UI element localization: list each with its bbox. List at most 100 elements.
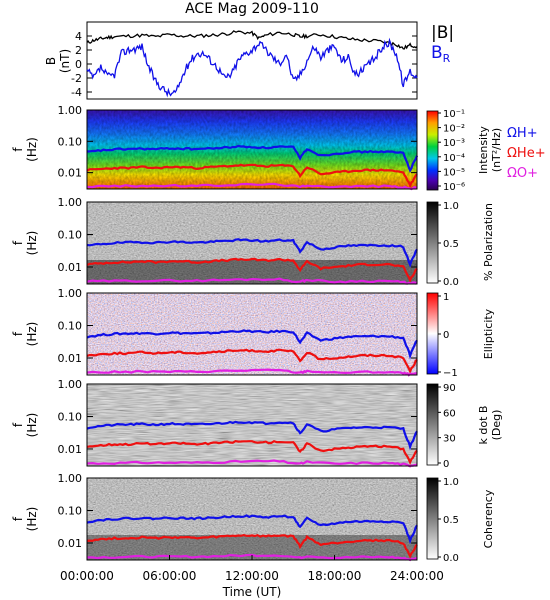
colorbar-tick-label: 10⁻² <box>443 124 465 135</box>
colorbar-tick-label: 1 <box>443 292 449 303</box>
kdotb-panel <box>87 384 417 466</box>
freq-ytick-label: 1.00 <box>58 378 83 391</box>
b-ytick-label: -4 <box>71 86 82 99</box>
b-ytick-label: 4 <box>75 30 82 43</box>
intensity-cb-unit: (nT²/Hz) <box>490 128 503 172</box>
kdotb-frame <box>86 383 418 467</box>
coherency-colorbar <box>426 477 439 560</box>
freq-ylabel-unit: (Hz) <box>25 413 39 438</box>
colorbar-tick-label: 10⁻⁴ <box>443 153 465 164</box>
b-ylabel-main: B <box>44 57 58 65</box>
freq-ytick-label: 0.01 <box>58 167 83 180</box>
polarization-lowband <box>87 260 417 284</box>
coherency-cb-label: Coherency <box>482 489 495 548</box>
freq-ylabel-main: f <box>11 516 25 521</box>
colorbar-tick-label: 0 <box>443 330 449 341</box>
polarization-cb-label: % Polarization <box>482 203 495 281</box>
gyro-line-h <box>86 329 418 360</box>
gyro-line-h <box>86 238 418 268</box>
ellipticity-cb-label: Ellipticity <box>482 308 495 359</box>
gyro-line-he <box>86 348 418 375</box>
colorbar-tick-label: 30 <box>443 434 456 445</box>
freq-ytick-label: 0.01 <box>58 352 83 365</box>
freq-ylabel-unit: (Hz) <box>25 507 39 532</box>
chart-title: ACE Mag 2009-110 <box>185 1 319 17</box>
freq-ylabel-main: f <box>11 331 25 336</box>
gyro-label-he: ΩHe+ <box>507 146 546 161</box>
kdotb-colorbar <box>426 383 439 466</box>
b-r-line <box>86 37 418 98</box>
freq-ytick-label: 1.00 <box>58 196 83 209</box>
colorbar-tick-label: −1 <box>443 368 458 379</box>
legend-b-r-main: B <box>431 43 443 63</box>
b-total-line <box>86 30 418 50</box>
ellipticity-frame <box>86 292 418 376</box>
gyro-line-h <box>86 144 419 173</box>
b-ylabel-unit: (nT) <box>58 49 72 73</box>
freq-ytick-label: 0.01 <box>58 443 83 456</box>
x-axis-label: Time (UT) <box>222 585 282 599</box>
x-tick-label: 00:00:00 <box>60 569 114 583</box>
freq-ytick-label: 0.10 <box>58 229 83 242</box>
freq-ytick-label: 1.00 <box>58 472 83 485</box>
legend-b-r: BR <box>431 43 451 65</box>
freq-ylabel-unit: (Hz) <box>25 231 39 256</box>
freq-ytick-label: 0.10 <box>58 320 83 333</box>
gyro-line-he <box>86 163 418 189</box>
kdotb-cb-unit: (Deg) <box>490 410 503 441</box>
ellipticity-texture <box>87 293 417 375</box>
gyro-line-h <box>86 514 418 545</box>
freq-ylabel-main: f <box>11 422 25 427</box>
x-tick-label: 12:00:00 <box>225 569 279 583</box>
intensity-frame <box>86 109 418 190</box>
colorbar-tick-label: 90 <box>443 383 456 394</box>
colorbar-tick-label: 1.0 <box>443 477 459 488</box>
legend-b-total: |B| <box>431 23 454 43</box>
gyro-line-o <box>86 459 418 468</box>
freq-ytick-label: 0.10 <box>58 505 83 518</box>
freq-ylabel-unit: (Hz) <box>25 322 39 347</box>
freq-ylabel-unit: (Hz) <box>25 137 39 162</box>
colorbar-tick-label: 60 <box>443 408 456 419</box>
x-tick-label: 18:00:00 <box>308 569 362 583</box>
gyro-line-he <box>86 257 418 284</box>
x-tick-label: 06:00:00 <box>143 569 197 583</box>
freq-ytick-label: 1.00 <box>58 104 83 117</box>
freq-ytick-label: 0.01 <box>58 261 83 274</box>
polarization-colorbar <box>426 201 439 284</box>
kdotb-cb-label: k dot B <box>477 406 490 445</box>
kdotb-texture <box>87 384 417 466</box>
intensity-colorbar <box>426 110 439 191</box>
legend-b-r-sub: R <box>443 52 451 65</box>
gyro-label-o: ΩO+ <box>507 166 538 181</box>
intensity-cb-label: Intensity <box>477 126 490 174</box>
freq-ytick-label: 0.10 <box>58 411 83 424</box>
freq-ylabel-main: f <box>11 147 25 152</box>
gyro-line-he <box>86 533 418 559</box>
b-ytick-label: 0 <box>75 58 82 71</box>
ellipticity-panel <box>87 293 417 375</box>
x-tick-label: 24:00:00 <box>390 569 444 583</box>
gyro-line-o <box>86 368 418 377</box>
colorbar-tick-label: 10⁻⁶ <box>443 182 465 193</box>
gyro-line-he <box>86 439 418 466</box>
colorbar-tick-label: 0.0 <box>443 553 459 564</box>
gyro-line-o <box>86 277 418 285</box>
colorbar-tick-label: 10⁻³ <box>443 138 465 149</box>
colorbar-tick-label: 0 <box>443 459 449 470</box>
gyro-line-o <box>87 553 418 562</box>
colorbar-tick-label: 10⁻¹ <box>443 109 465 120</box>
colorbar-tick-label: 1.0 <box>443 201 459 212</box>
polarization-frame <box>86 201 418 285</box>
b-ytick-label: -2 <box>71 72 82 85</box>
freq-ytick-label: 0.10 <box>58 135 83 148</box>
freq-ytick-label: 0.01 <box>58 537 83 550</box>
freq-ytick-label: 1.00 <box>58 287 83 300</box>
intensity-panel <box>87 110 417 189</box>
colorbar-tick-label: 0.0 <box>443 277 459 288</box>
b-ytick-label: 2 <box>75 44 82 57</box>
colorbar-tick-label: 0.5 <box>443 239 459 250</box>
b-field-panel: 420-2-4 B (nT) |B| BR <box>44 21 454 100</box>
colorbar-tick-label: 10⁻⁵ <box>443 167 465 178</box>
